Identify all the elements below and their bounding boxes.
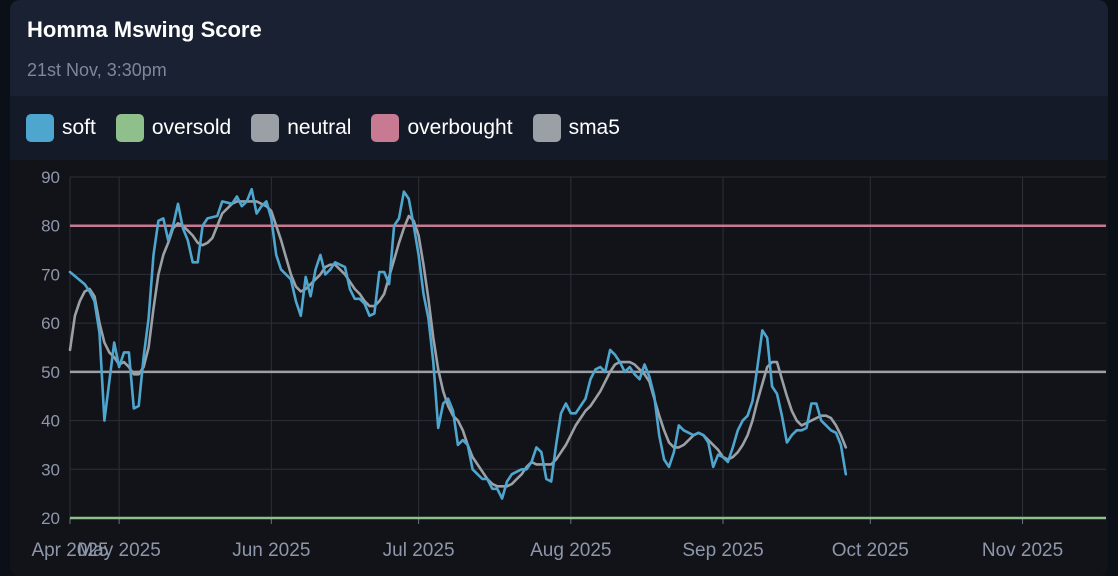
- x-tick-label: May 2025: [77, 540, 160, 561]
- legend-swatch-oversold: [115, 114, 144, 142]
- plot-area: 20 30 40 50 60 70 80 90 Apr 2025 May 2025 Jun 2025…: [10, 160, 1108, 576]
- legend-label: overbought: [407, 116, 513, 139]
- x-tick-label: Aug 2025: [530, 540, 611, 561]
- legend-item-sma5[interactable]: sma5: [532, 114, 620, 142]
- series-line-soft: [68, 187, 848, 500]
- y-tick-label: 80: [41, 217, 60, 236]
- y-tick-label: 50: [41, 363, 60, 382]
- chart-title: Homma Mswing Score: [27, 17, 262, 42]
- y-tick-label: 90: [41, 168, 60, 187]
- legend-swatch-neutral: [251, 114, 280, 142]
- legend: soft oversold neutral overbought sma5: [10, 96, 1108, 160]
- x-tick-label: Sep 2025: [682, 540, 763, 561]
- y-tick-label: 20: [41, 509, 60, 528]
- legend-item-neutral[interactable]: neutral: [251, 114, 351, 142]
- x-tick-label: Jul 2025: [383, 540, 455, 561]
- legend-label: oversold: [151, 116, 232, 139]
- x-tick-label: Nov 2025: [982, 540, 1063, 561]
- y-tick-label: 40: [41, 412, 60, 431]
- x-tick-label: Apr 2025: [31, 540, 108, 561]
- legend-item-soft[interactable]: soft: [26, 114, 96, 142]
- y-tick-label: 70: [41, 265, 60, 284]
- legend-label: soft: [62, 116, 96, 139]
- legend-swatch-soft: [26, 114, 54, 142]
- legend-item-oversold[interactable]: oversold: [115, 114, 232, 142]
- x-tick-label: Jun 2025: [232, 540, 310, 561]
- legend-swatch-overbought: [371, 114, 400, 142]
- y-tick-label: 30: [41, 460, 60, 479]
- legend-swatch-sma5: [532, 114, 561, 142]
- legend-label: neutral: [287, 116, 352, 139]
- legend-label: sma5: [568, 116, 620, 139]
- x-tick-label: Oct 2025: [832, 540, 909, 561]
- chart-card: Homma Mswing Score 21st Nov, 3:30pm soft…: [10, 0, 1108, 576]
- y-tick-label: 60: [41, 314, 60, 333]
- legend-item-overbought[interactable]: overbought: [371, 114, 513, 142]
- chart-timestamp: 21st Nov, 3:30pm: [27, 60, 167, 80]
